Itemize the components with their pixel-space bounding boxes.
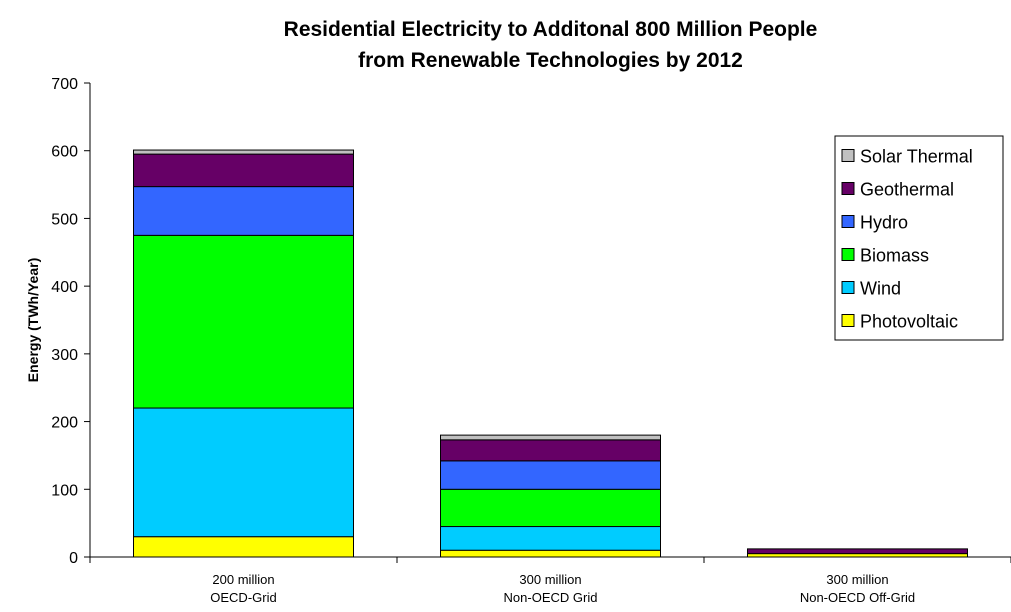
axes-layer: 0 100 200 300 400 500 600 700 200 million OECD-Gr… (25, 76, 1011, 605)
legend-label-solar-thermal: Solar Thermal (860, 147, 973, 167)
x-category-label-1-1: Non-OECD Grid (504, 590, 598, 605)
x-category-label-2-0: 300 million (826, 572, 888, 587)
bar-hydro-1 (440, 460, 661, 490)
legend-swatch-biomass (841, 248, 855, 261)
y-tick-label-400: 400 (51, 279, 78, 296)
legend-swatch-solar-thermal (841, 149, 855, 162)
bar-wind-0 (133, 407, 354, 538)
legend-label-wind: Wind (860, 279, 901, 299)
chart-title: Residential Electricity to Additonal 800… (90, 14, 1011, 76)
bar-photovoltaic-0 (133, 536, 354, 558)
bar-wind-1 (440, 526, 661, 551)
x-category-label-0-0: 200 million (212, 572, 274, 587)
bar-biomass-0 (133, 234, 354, 409)
y-tick-label-100: 100 (51, 482, 78, 499)
x-category-label-0-1: OECD-Grid (210, 590, 276, 605)
legend-label-biomass: Biomass (860, 246, 929, 266)
bar-geothermal-0 (133, 153, 354, 188)
legend-swatch-wind (841, 281, 855, 294)
bar-solar-thermal-1 (440, 434, 661, 441)
legend-swatch-hydro (841, 215, 855, 228)
bar-photovoltaic-2 (747, 553, 968, 558)
legend-label-photovoltaic: Photovoltaic (860, 312, 958, 332)
y-tick-label-200: 200 (51, 415, 78, 432)
legend-label-hydro: Hydro (860, 213, 908, 233)
legend-swatch-photovoltaic (841, 314, 855, 327)
bar-photovoltaic-1 (440, 549, 661, 558)
bar-hydro-0 (133, 186, 354, 236)
y-tick-label-500: 500 (51, 211, 78, 228)
bar-biomass-1 (440, 488, 661, 528)
legend-swatch-geothermal (841, 182, 855, 195)
y-tick-label-700: 700 (51, 76, 78, 93)
x-category-label-2-1: Non-OECD Off-Grid (800, 590, 915, 605)
y-tick-label-300: 300 (51, 347, 78, 364)
y-tick-label-600: 600 (51, 144, 78, 161)
bars-layer (133, 149, 968, 558)
bar-geothermal-1 (440, 439, 661, 462)
chart-title-line-1: Residential Electricity to Additonal 800… (283, 18, 818, 41)
bar-geothermal-2 (747, 548, 968, 555)
y-tick-label-0: 0 (69, 550, 78, 567)
legend: Solar Thermal Geothermal Hydro Biomass Wind P… (834, 135, 1004, 341)
legend-label-geothermal: Geothermal (860, 180, 954, 200)
chart-title-line-2: from Renewable Technologies by 2012 (358, 49, 743, 72)
x-category-label-1-0: 300 million (519, 572, 581, 587)
y-axis-label: Energy (TWh/Year) (25, 258, 41, 382)
legend-box (834, 135, 1004, 341)
bar-solar-thermal-0 (133, 149, 354, 155)
